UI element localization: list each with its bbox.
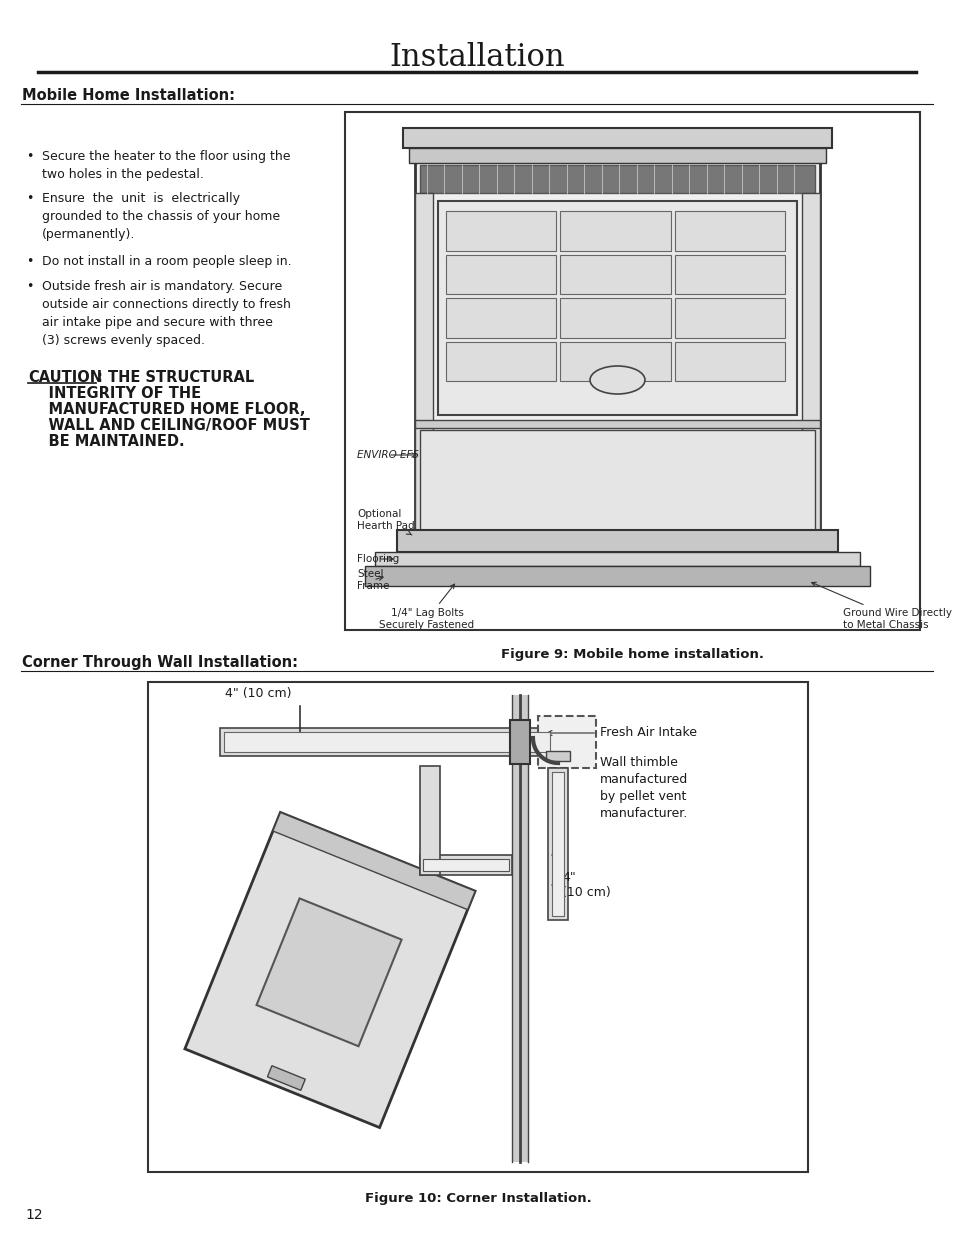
Bar [510,720,530,764]
Bar [375,552,859,566]
Bar [512,695,527,1162]
Bar [674,342,784,382]
Bar [273,813,475,910]
Text: 12: 12 [25,1208,43,1221]
Text: •: • [27,280,33,293]
Bar [419,855,512,876]
Bar [674,298,784,337]
Bar [402,128,831,148]
Text: Ensure  the  unit  is  electrically
grounded to the chassis of your home
(perman: Ensure the unit is electrically grounded… [42,191,280,241]
Text: 4"
(10 cm): 4" (10 cm) [561,871,610,899]
Bar [446,211,556,251]
Bar [185,813,475,1128]
Bar [256,898,401,1046]
Text: ENVIRO EF5: ENVIRO EF5 [356,450,418,459]
Text: CAUTION: CAUTION [28,370,102,385]
Text: Outside fresh air is mandatory. Secure
outside air connections directly to fresh: Outside fresh air is mandatory. Secure o… [42,280,291,347]
Bar [220,727,550,756]
Bar [559,254,670,294]
Text: 4" (10 cm): 4" (10 cm) [225,687,292,700]
Text: Do not install in a room people sleep in.: Do not install in a room people sleep in… [42,254,292,268]
Text: Steel
Frame: Steel Frame [356,569,389,590]
Bar [365,566,869,585]
Text: Mobile Home Installation:: Mobile Home Installation: [22,88,234,103]
Text: WALL AND CEILING/ROOF MUST: WALL AND CEILING/ROOF MUST [28,417,310,433]
Bar [415,420,820,429]
Bar [345,112,919,630]
Text: Installation: Installation [389,42,564,74]
Bar [446,342,556,382]
Text: BE MAINTAINED.: BE MAINTAINED. [28,433,185,450]
Text: Wall thimble
manufactured
by pellet vent
manufacturer.: Wall thimble manufactured by pellet vent… [599,756,687,820]
Bar [446,298,556,337]
Bar [559,342,670,382]
Bar [545,751,569,761]
Bar [419,766,439,876]
Bar [559,298,670,337]
Text: INTEGRITY OF THE: INTEGRITY OF THE [28,387,201,401]
Bar [547,768,567,920]
Text: MANUFACTURED HOME FLOOR,: MANUFACTURED HOME FLOOR, [28,403,305,417]
Bar [148,682,807,1172]
Bar [552,772,563,916]
Text: •: • [27,254,33,268]
Ellipse shape [589,366,644,394]
Text: •: • [27,191,33,205]
Text: Secure the heater to the floor using the
two holes in the pedestal.: Secure the heater to the floor using the… [42,149,291,182]
Text: Flooring: Flooring [356,555,399,564]
Text: Ground Wire Directly
to Metal Chassis: Ground Wire Directly to Metal Chassis [811,582,951,630]
Text: Figure 9: Mobile home installation.: Figure 9: Mobile home installation. [500,648,763,661]
Bar [415,193,433,530]
Bar [422,860,509,871]
Text: Corner Through Wall Installation:: Corner Through Wall Installation: [22,655,297,669]
Bar [409,148,825,163]
Bar [419,165,814,193]
Bar [446,254,556,294]
Text: : THE STRUCTURAL: : THE STRUCTURAL [97,370,254,385]
Bar [437,201,796,415]
Text: Figure 10: Corner Installation.: Figure 10: Corner Installation. [364,1192,591,1205]
Bar [267,1066,305,1091]
Bar [559,211,670,251]
Text: Fresh Air Intake: Fresh Air Intake [546,726,697,740]
Bar [674,211,784,251]
Bar [674,254,784,294]
Bar [396,530,837,552]
Text: 1/4" Lag Bolts
Securely Fastened: 1/4" Lag Bolts Securely Fastened [379,584,474,630]
Bar [419,430,814,530]
Bar [801,193,820,530]
Bar [537,716,596,768]
Bar [415,128,820,530]
Bar [224,732,550,752]
Text: Optional
Hearth Pad: Optional Hearth Pad [356,509,415,535]
Text: •: • [27,149,33,163]
